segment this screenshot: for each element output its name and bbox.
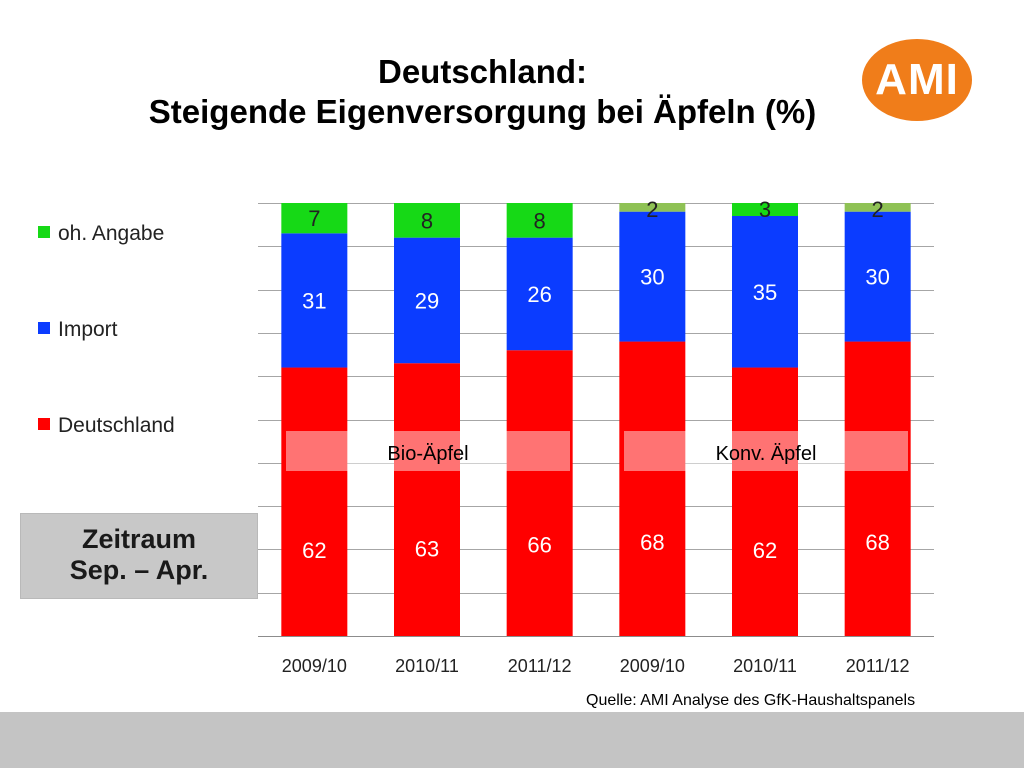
data-label: 68 — [865, 530, 889, 555]
legend-item-import: Import — [38, 318, 118, 342]
legend-item-deutschland: Deutschland — [38, 414, 175, 438]
bar-segment — [619, 203, 686, 212]
ami-logo: AMI — [862, 39, 972, 121]
legend-swatch-red — [38, 418, 50, 431]
x-tick-label: 2009/10 — [282, 656, 347, 676]
title-line-1: Deutschland: — [377, 53, 588, 90]
data-label: 2 — [872, 197, 884, 222]
period-line-1: Zeitraum — [81, 524, 197, 554]
bar-segment — [281, 203, 348, 234]
data-label: 2 — [646, 197, 658, 222]
x-tick-label: 2011/12 — [846, 656, 910, 676]
bar-segment — [619, 211, 686, 342]
bar-segment — [281, 233, 348, 368]
x-tick-label: 2009/10 — [620, 656, 685, 676]
bar-segment — [619, 341, 686, 636]
x-tick-label: 2010/11 — [395, 656, 459, 676]
group-label: Bio-Äpfel — [387, 443, 468, 465]
period-box: Zeitraum Sep. – Apr. — [20, 513, 258, 599]
data-label: 8 — [421, 208, 433, 233]
bar-segment — [506, 350, 573, 636]
footer-bar — [0, 712, 1024, 768]
data-label: 66 — [527, 533, 551, 558]
bar-segment — [394, 237, 460, 364]
data-label: 29 — [415, 288, 439, 313]
bar-segment — [281, 367, 348, 636]
data-label: 26 — [527, 282, 551, 307]
data-label: 62 — [302, 538, 326, 563]
bar-segment — [506, 237, 573, 351]
bar-segment — [844, 341, 911, 636]
data-label: 63 — [415, 537, 439, 562]
source-note: Quelle: AMI Analyse des GfK-Haushaltspan… — [586, 692, 916, 709]
group-label-box — [286, 431, 570, 471]
data-label: 30 — [640, 265, 664, 290]
legend-label: Import — [58, 318, 118, 341]
legend-swatch-green — [38, 226, 50, 239]
data-label: 62 — [753, 538, 777, 563]
bar-segment — [394, 363, 460, 636]
page-title: Deutschland: Steigende Eigenversorgung b… — [40, 52, 925, 132]
bar-segment — [732, 215, 798, 368]
data-label: 3 — [759, 197, 771, 222]
group-label: Konv. Äpfel — [716, 443, 817, 465]
group-label-box — [624, 431, 908, 471]
bar-segment — [732, 203, 798, 216]
data-label: 35 — [753, 280, 777, 305]
data-label: 30 — [865, 265, 889, 290]
period-line-2: Sep. – Apr. — [69, 555, 209, 585]
bar-segment — [394, 203, 460, 238]
stacked-bar-chart: 623172009/10632982010/11662682011/126830… — [258, 197, 934, 676]
bar-segment — [844, 211, 911, 342]
legend-item-oh-angabe: oh. Angabe — [38, 222, 164, 246]
x-tick-label: 2010/11 — [733, 656, 797, 676]
x-tick-label: 2011/12 — [508, 656, 572, 676]
legend-label: Deutschland — [58, 414, 175, 437]
bar-segment — [844, 203, 911, 212]
data-label: 7 — [308, 206, 320, 231]
title-line-2: Steigende Eigenversorgung bei Äpfeln (%) — [148, 93, 817, 130]
legend-label: oh. Angabe — [58, 222, 165, 245]
legend-swatch-blue — [38, 322, 50, 335]
data-label: 8 — [534, 208, 546, 233]
data-label: 68 — [640, 530, 664, 555]
bar-segment — [506, 203, 573, 238]
data-label: 31 — [302, 288, 326, 313]
bar-segment — [732, 367, 798, 636]
